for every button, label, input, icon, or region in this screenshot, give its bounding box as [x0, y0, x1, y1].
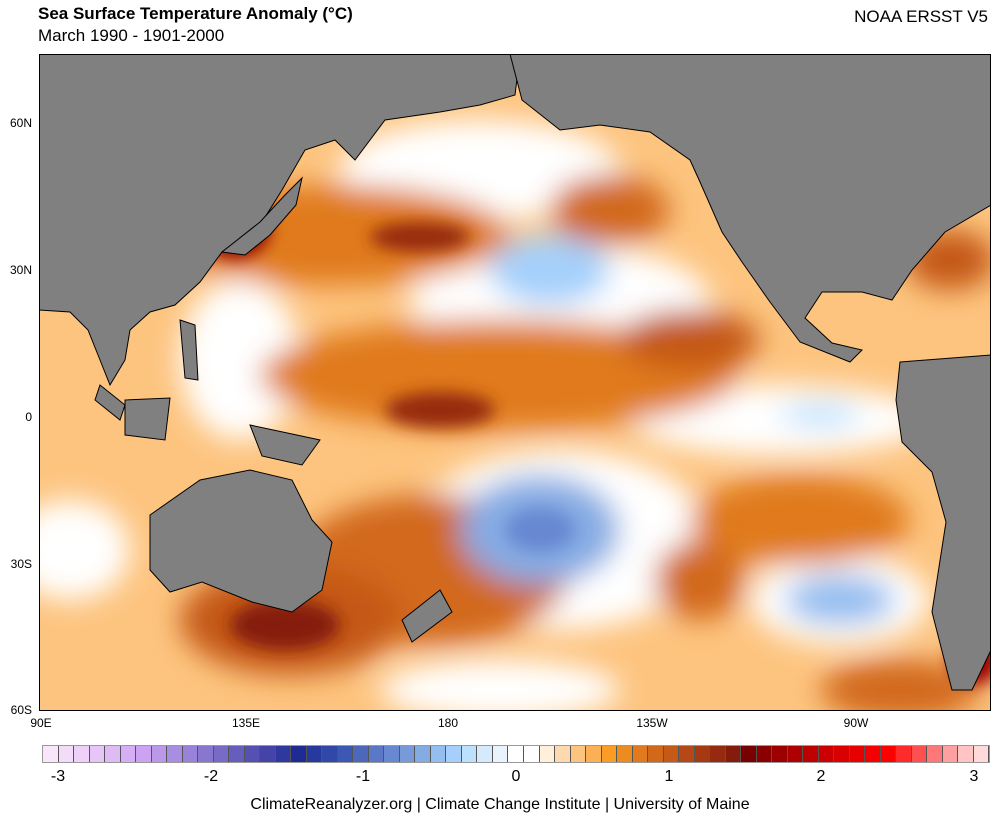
colorbar-swatch — [492, 746, 509, 762]
colorbar-swatch — [787, 746, 804, 762]
colorbar-swatch — [632, 746, 649, 762]
lon-label: 90E — [30, 716, 52, 730]
colorbar-swatch — [477, 746, 493, 762]
colorbar-swatch — [461, 746, 478, 762]
colorbar-swatch — [415, 746, 431, 762]
colorbar-swatch — [756, 746, 773, 762]
borneo — [124, 397, 171, 441]
colorbar-swatch — [508, 746, 524, 762]
sst-anomaly-map — [39, 54, 991, 711]
colorbar-swatch — [167, 746, 183, 762]
lat-label: 0 — [25, 410, 32, 424]
colorbar-swatch — [58, 746, 75, 762]
colorbar-swatch — [89, 746, 106, 762]
lon-label: 90W — [843, 716, 869, 730]
colorbar-tick: 2 — [816, 768, 826, 785]
colorbar-swatch — [911, 746, 928, 762]
colorbar-tick: 0 — [511, 768, 521, 785]
colorbar-swatch — [384, 746, 400, 762]
colorbar-swatch — [151, 746, 168, 762]
colorbar-swatch — [958, 746, 974, 762]
colorbar-swatch — [523, 746, 540, 762]
lat-label: 60N — [9, 116, 32, 130]
anomaly-field — [39, 120, 991, 711]
australia — [149, 469, 333, 613]
colorbar-swatch — [337, 746, 354, 762]
colorbar-tick: 3 — [969, 768, 979, 785]
colorbar-swatch — [586, 746, 602, 762]
colorbar-swatch — [244, 746, 261, 762]
colorbar-swatch — [710, 746, 726, 762]
colorbar-swatch — [772, 746, 788, 762]
colorbar-tick: -1 — [355, 768, 371, 785]
colorbar-swatch — [617, 746, 633, 762]
colorbar-swatch — [849, 746, 866, 762]
north-america — [509, 54, 991, 363]
colorbar-swatch — [555, 746, 571, 762]
lat-label: 60S — [10, 703, 32, 717]
colorbar-swatch — [601, 746, 618, 762]
colorbar-swatch — [570, 746, 587, 762]
colorbar-swatch — [322, 746, 338, 762]
sumatra — [94, 384, 126, 421]
colorbar-swatch — [291, 746, 307, 762]
colorbar-tick: -2 — [203, 768, 219, 785]
colorbar-swatch — [105, 746, 121, 762]
colorbar-tick: 1 — [664, 768, 674, 785]
colorbar-swatch — [834, 746, 850, 762]
colorbar-swatch — [648, 746, 664, 762]
colorbar-swatch — [818, 746, 835, 762]
colorbar-swatch — [679, 746, 695, 762]
dataset-label: NOAA ERSST V5 — [854, 7, 988, 26]
colorbar-swatch — [399, 746, 416, 762]
new-guinea — [249, 424, 321, 466]
colorbar-swatch — [198, 746, 214, 762]
colorbar-swatch — [368, 746, 385, 762]
colorbar-swatch — [430, 746, 447, 762]
colorbar-swatch — [803, 746, 819, 762]
colorbar-tick: -3 — [50, 768, 66, 785]
colorbar-swatch — [973, 746, 990, 762]
colorbar-swatch — [306, 746, 323, 762]
japan — [220, 176, 303, 256]
map-title: Sea Surface Temperature Anomaly (°C) — [38, 4, 353, 23]
colorbar-swatch — [74, 746, 90, 762]
lon-label: 180 — [437, 716, 459, 730]
colorbar-swatch — [182, 746, 199, 762]
lat-label: 30S — [10, 557, 32, 571]
lon-label: 135W — [636, 716, 668, 730]
philippines — [179, 319, 199, 381]
colorbar-swatch — [741, 746, 757, 762]
colorbar-swatch — [663, 746, 680, 762]
new-zealand — [401, 589, 453, 643]
lat-label: 30N — [9, 263, 32, 277]
lon-label: 135E — [231, 716, 261, 730]
colorbar-swatch — [725, 746, 742, 762]
colorbar-swatch — [446, 746, 462, 762]
map-subtitle: March 1990 - 1901-2000 — [38, 26, 225, 45]
colorbar-swatch — [120, 746, 137, 762]
colorbar-swatch — [896, 746, 912, 762]
colorbar-swatch — [539, 746, 556, 762]
colorbar-swatch — [927, 746, 943, 762]
colorbar-swatch — [694, 746, 711, 762]
colorbar-swatch — [43, 746, 59, 762]
colorbar-swatch — [865, 746, 881, 762]
south-america — [895, 354, 991, 691]
colorbar-swatch — [353, 746, 369, 762]
colorbar-swatch — [880, 746, 897, 762]
colorbar-swatch — [260, 746, 276, 762]
colorbar-swatch — [136, 746, 152, 762]
colorbar-swatch — [213, 746, 230, 762]
credits-footer: ClimateReanalyzer.org | Climate Change I… — [250, 796, 750, 813]
land-masses — [39, 54, 991, 691]
colorbar-swatch — [942, 746, 959, 762]
colorbar-swatch — [229, 746, 245, 762]
colorbar-swatch — [275, 746, 292, 762]
colorbar — [42, 745, 990, 763]
